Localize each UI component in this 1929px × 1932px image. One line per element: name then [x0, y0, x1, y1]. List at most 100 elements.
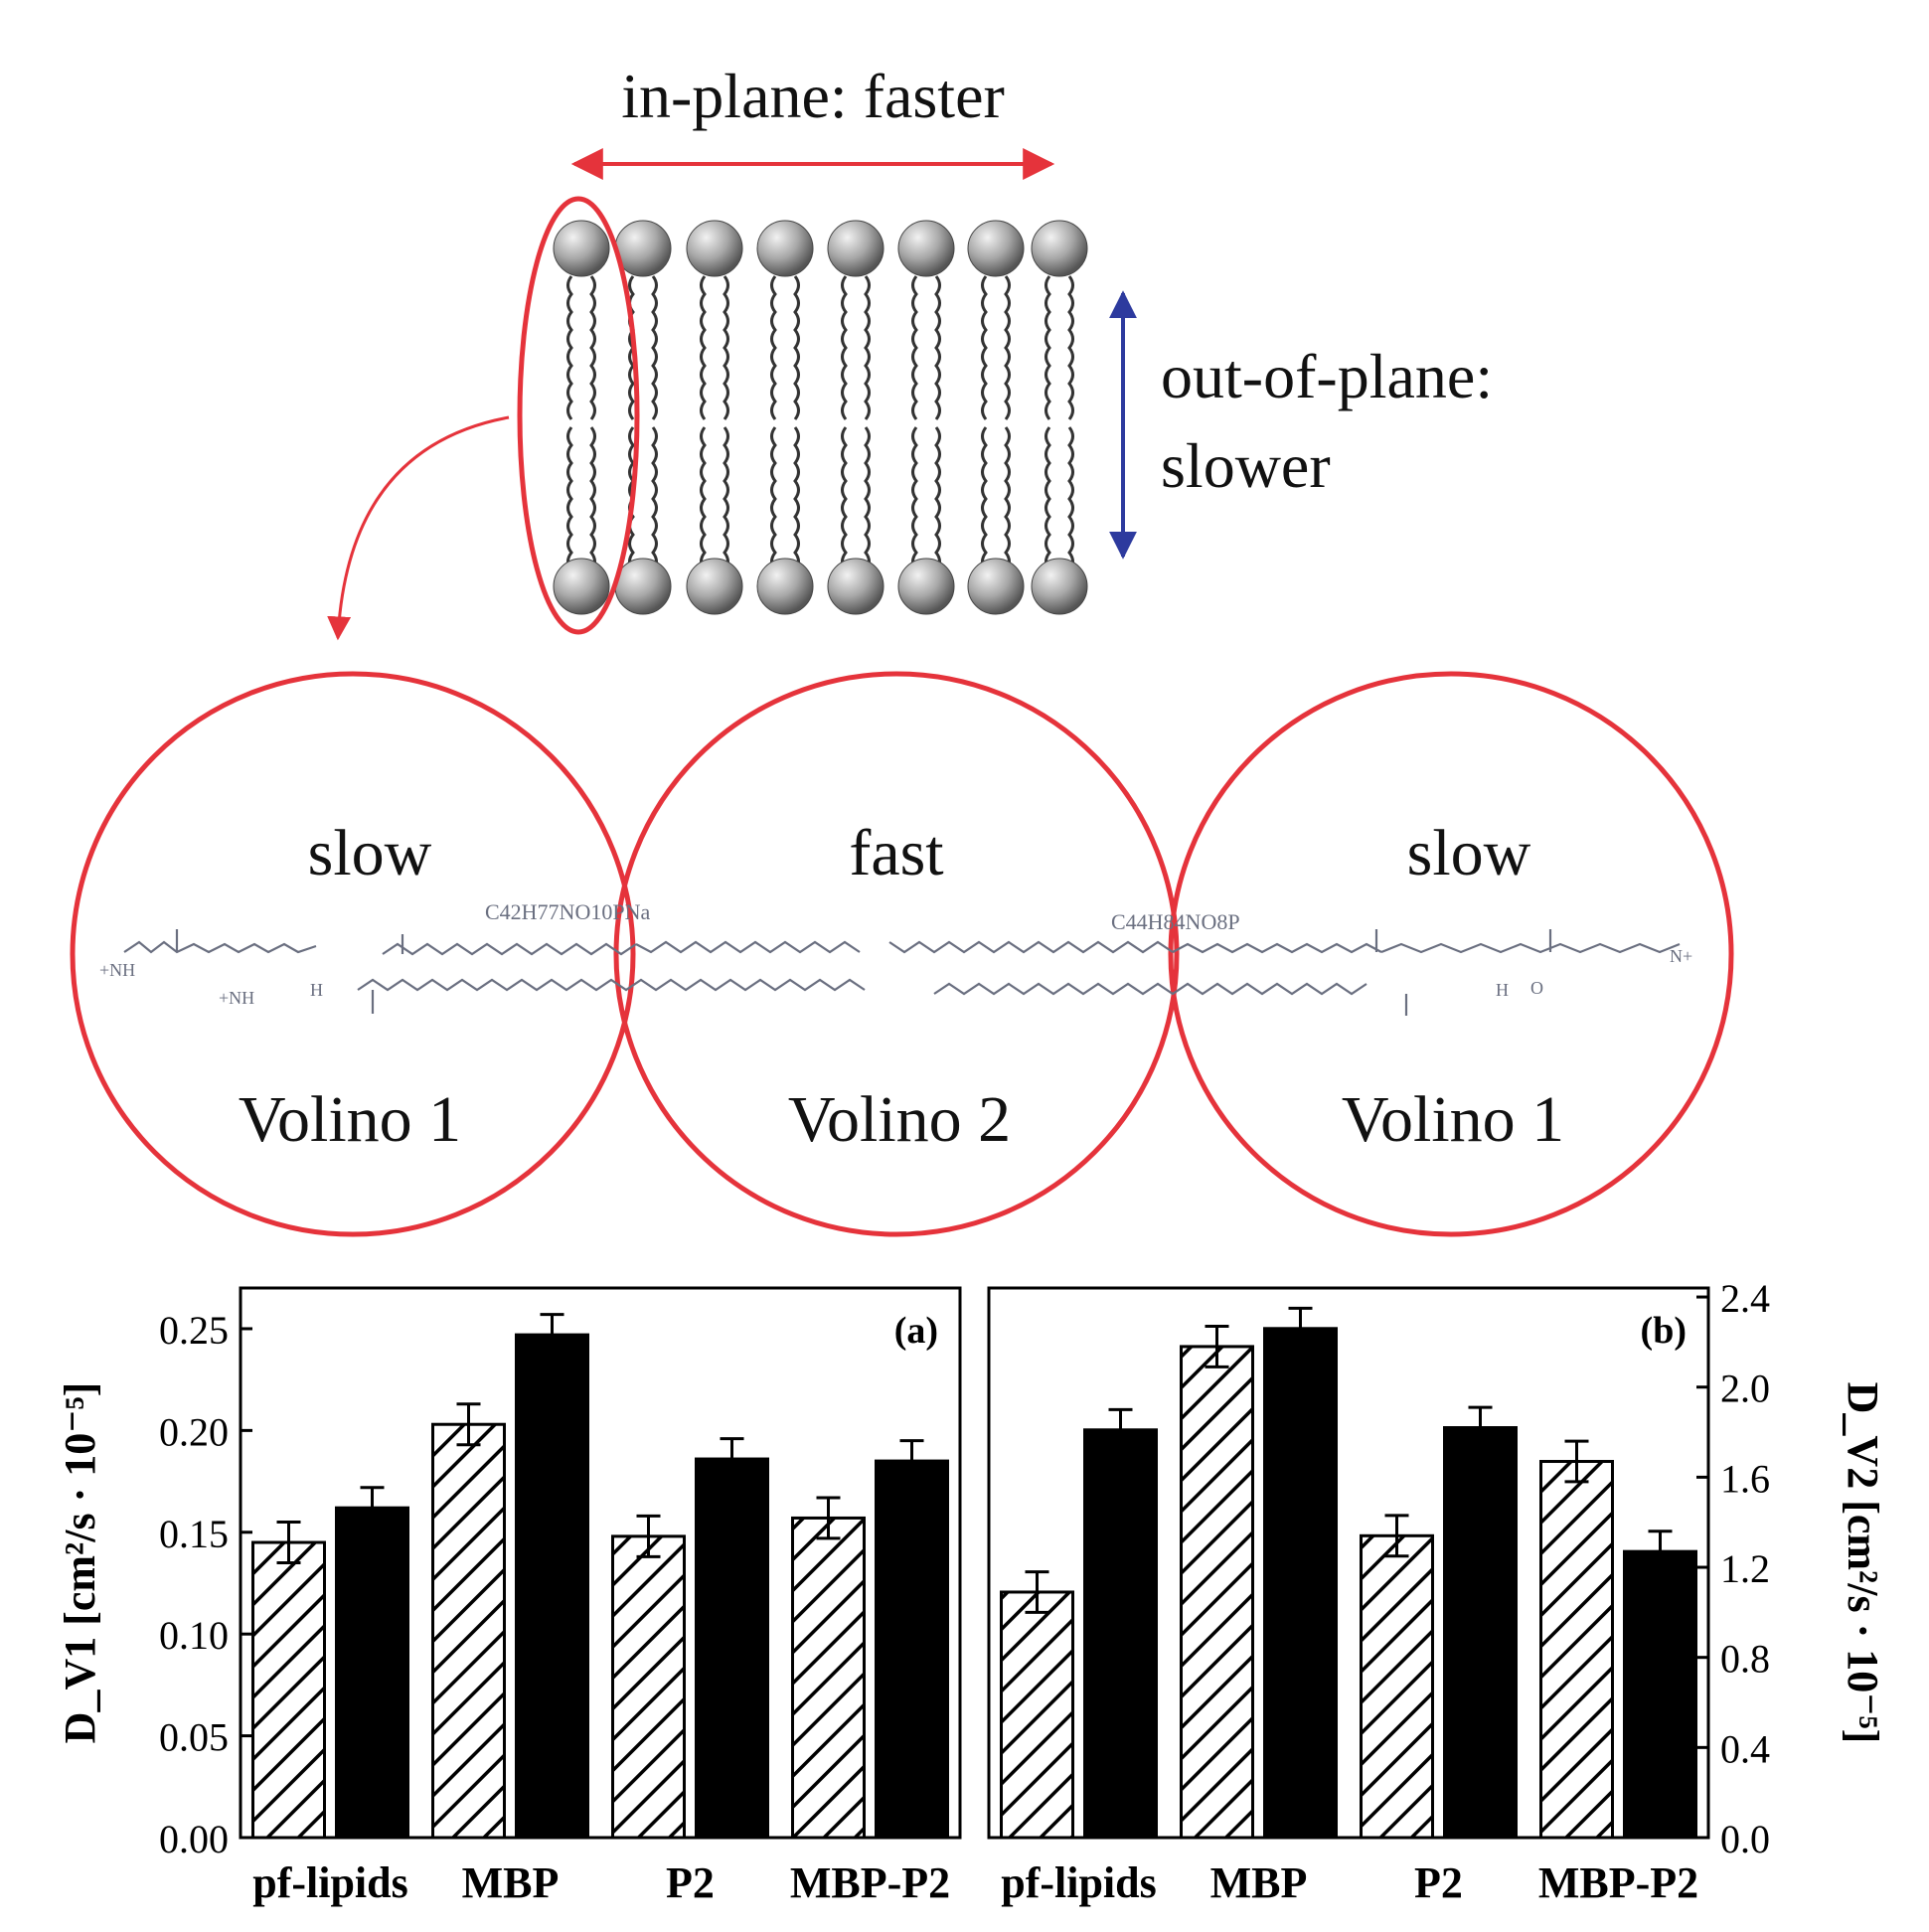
left-head-group	[123, 940, 317, 954]
lipid-tail-lower	[841, 426, 848, 571]
right-head-group	[1380, 942, 1681, 954]
lipid-tail-upper	[793, 275, 800, 420]
lipid-tail-lower	[651, 426, 658, 571]
lipid-tail-lower	[1067, 426, 1074, 571]
middle-upper-tail-left	[635, 940, 861, 954]
lipid-head-bottom	[553, 558, 610, 615]
bar-solid	[1083, 1428, 1158, 1840]
circle-middle-name: Volino 2	[788, 1083, 1011, 1156]
volino-circle-middle	[613, 671, 1180, 1237]
x-category-label: pf-lipids	[252, 1858, 408, 1907]
lipid-head-bottom	[967, 558, 1025, 615]
y-tick-label: 1.6	[1720, 1456, 1770, 1501]
x-category-label: MBP-P2	[1538, 1858, 1698, 1907]
bar-hatched	[791, 1516, 866, 1840]
volino-circle-left	[70, 671, 636, 1237]
y-axis-label: D_V2 [cm²/s · 10⁻⁵]	[1839, 1382, 1887, 1744]
lipid-head-bottom	[827, 558, 884, 615]
lipid-tail-lower	[934, 426, 941, 571]
y-tick-label: 0.4	[1720, 1726, 1770, 1771]
x-category-label: MBP	[462, 1858, 560, 1907]
x-category-label: P2	[666, 1858, 715, 1907]
chem-label-nh-1: +NH	[99, 960, 135, 980]
panel-label: (b)	[1641, 1310, 1687, 1352]
chem-label-n: N+	[1670, 946, 1692, 966]
y-tick-label: 0.8	[1720, 1637, 1770, 1682]
x-category-label: P2	[1414, 1858, 1463, 1907]
bar-hatched	[251, 1540, 326, 1840]
panel-label: (a)	[894, 1310, 938, 1352]
volino-circle-right	[1168, 671, 1734, 1237]
x-category-label: MBP	[1210, 1858, 1308, 1907]
lipid-tail-lower	[911, 426, 918, 571]
bar-hatched	[1539, 1460, 1614, 1840]
bar-solid	[335, 1506, 409, 1840]
lipid-head-bottom	[897, 558, 955, 615]
chem-label-o: O	[1530, 978, 1543, 998]
bar-solid	[1443, 1426, 1518, 1840]
y-tick-label: 0.00	[159, 1817, 229, 1861]
lipid-tail-upper	[723, 275, 729, 420]
lipid-tail-upper	[981, 275, 988, 420]
plot-frame	[239, 1286, 962, 1840]
circle-right-name: Volino 1	[1342, 1083, 1564, 1156]
lipid-tail-lower	[864, 426, 871, 571]
chem-label-h-2: H	[1496, 980, 1509, 1000]
bar-hatched	[1000, 1590, 1074, 1840]
lipid-head-bottom	[614, 558, 672, 615]
circle-left-name: Volino 1	[239, 1083, 461, 1156]
bar-hatched	[1360, 1533, 1434, 1840]
lipid-head-top	[756, 220, 814, 277]
right-upper-tail	[1172, 942, 1382, 954]
x-category-label: pf-lipids	[1001, 1858, 1157, 1907]
bar-hatched	[431, 1422, 506, 1840]
lipid-tail-upper	[589, 275, 596, 420]
y-tick-label: 1.2	[1720, 1546, 1770, 1591]
zoom-connector-arrow	[327, 415, 510, 641]
lipid-head-top	[897, 220, 955, 277]
lipid-tail-upper	[841, 275, 848, 420]
lipid-head-top	[1031, 220, 1088, 277]
lipid-tail-upper	[1004, 275, 1011, 420]
y-tick-label: 0.05	[159, 1715, 229, 1760]
in-plane-label: in-plane: faster	[621, 61, 1005, 131]
x-category-label: MBP-P2	[790, 1858, 950, 1907]
y-tick-label: 2.4	[1720, 1276, 1770, 1321]
lipid-head-top	[686, 220, 743, 277]
lipid-tail-lower	[1004, 426, 1011, 571]
lipid-head-bottom	[756, 558, 814, 615]
left-upper-tail	[382, 942, 637, 956]
bar-solid	[695, 1457, 769, 1840]
lipid-tail-upper	[934, 275, 941, 420]
lipid-tail-upper	[864, 275, 871, 420]
left-lower-tail	[357, 978, 866, 992]
bar-solid	[875, 1459, 949, 1840]
bar-hatched	[611, 1534, 686, 1840]
lipid-tail-lower	[589, 426, 596, 571]
bar-solid	[1263, 1327, 1338, 1840]
chart-panel-a: 0.00 0.05 0.10 0.15 0.20 0.25 (a) pf-lipids MBP P…	[56, 1286, 962, 1907]
lipid-tail-upper	[770, 275, 777, 420]
chem-labels: +NH +NH H H O N+	[99, 946, 1692, 1008]
lipid-tail-lower	[981, 426, 988, 571]
lipid-bilayer	[553, 220, 1088, 615]
lipid-head-bottom	[1031, 558, 1088, 615]
y-tick-label: 2.0	[1720, 1367, 1770, 1411]
lipid-tail-lower	[700, 426, 707, 571]
lipid-tail-lower	[793, 426, 800, 571]
membrane-diagram: in-plane: faster out-of-plane: slower	[327, 61, 1493, 641]
bar-solid	[1623, 1549, 1697, 1840]
lipid-head-bottom	[686, 558, 743, 615]
y-tick-label: 0.0	[1720, 1817, 1770, 1861]
circle-middle-speed: fast	[849, 817, 943, 889]
chem-label-h-1: H	[310, 980, 323, 1000]
lipid-head-top	[967, 220, 1025, 277]
lipid-head-top	[553, 220, 610, 277]
formula-right: C44H84NO8P	[1111, 909, 1240, 934]
chart-panel-b: 0.0 0.4 0.8 1.2 1.6 2.0 2.4 (b) pf-lipids MBP P2 MB…	[987, 1276, 1887, 1907]
formula-left: C42H77NO10PNa	[485, 899, 650, 924]
lipid-head-top	[827, 220, 884, 277]
y-tick-label: 0.25	[159, 1308, 229, 1353]
volino-circles: slow fast slow Volino 1 Volino 2 Volino …	[70, 671, 1734, 1237]
middle-lower-tail-right	[933, 982, 1367, 996]
